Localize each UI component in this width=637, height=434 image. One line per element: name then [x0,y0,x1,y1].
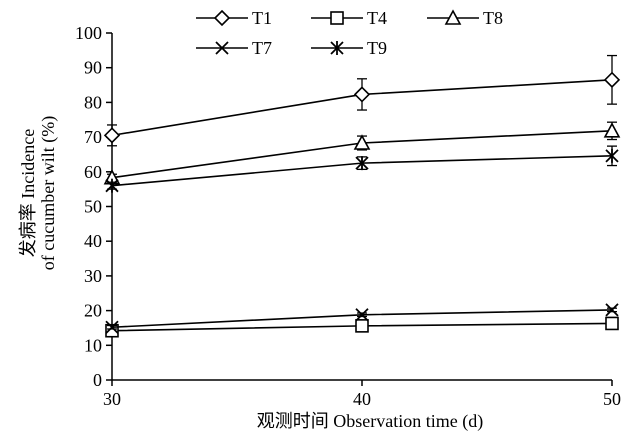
y-tick-label: 20 [84,301,102,321]
y-tick-label: 40 [84,231,102,251]
legend-item-t7-label: T7 [252,38,272,58]
series-t8 [103,121,621,185]
axes: 0 10 20 30 40 50 60 70 80 90 100 30 40 50 [75,23,621,409]
y-tick-label: 100 [75,23,102,43]
series-t9 [105,145,619,193]
legend-item-t8-label: T8 [483,8,503,28]
legend-item-t1: T1 [196,8,272,28]
legend-item-t9-label: T9 [367,38,387,58]
series-t7-point-stroke-2 [605,303,619,317]
series-t8-point [603,122,621,138]
legend-item-t1-label: T1 [252,8,272,28]
y-axis-title-line1: 发病率 Incidence [18,129,38,257]
y-axis-title-line2: of cucumber wilt (%) [38,116,59,270]
legend-item-t7-marker-stroke-2 [215,41,229,55]
legend-item-t1-marker [213,9,231,27]
x-tick-label: 30 [103,389,121,409]
x-axis-title: 观测时间 Observation time (d) [257,411,483,432]
legend-item-t9: T9 [311,38,387,58]
series-t4 [105,316,619,338]
y-tick-label: 90 [84,58,102,78]
legend-item-t9-marker [330,41,344,55]
y-tick-label: 60 [84,162,102,182]
series-t4-point [605,316,619,331]
series-t7-point [605,303,619,317]
series-t9-point [105,178,119,193]
y-tick-label: 70 [84,127,102,147]
series-t8-point [353,134,371,150]
series-t1 [103,54,621,147]
series-t7-point-stroke-2 [355,308,369,322]
series-t7 [105,303,619,334]
series-t4-point [355,319,369,333]
series-t7-point [355,308,369,322]
series-t1-point [103,127,121,144]
legend-item-t7-marker [215,41,229,55]
y-tick-label: 0 [93,370,102,390]
legend-item-t8-marker [444,9,462,25]
series-t9-point [355,156,369,171]
legend: T1 T4 T8 T7 T9 [196,8,503,58]
y-tick-label: 50 [84,197,102,217]
legend-item-t4: T4 [311,8,387,28]
legend-item-t4-label: T4 [367,8,387,28]
x-tick-label: 50 [603,389,621,409]
y-tick-label: 10 [84,335,102,355]
y-axis-title: 发病率 Incidence of cucumber wilt (%) [18,116,59,270]
legend-item-t8: T8 [427,8,503,28]
series-t1-point [603,71,621,88]
legend-item-t7: T7 [196,38,272,58]
legend-item-t4-marker [330,11,344,25]
series-group [103,54,621,338]
series-t7-point [105,320,119,334]
series-t7-point-stroke-2 [105,320,119,334]
series-t1-point [353,86,371,103]
x-tick-label: 40 [353,389,371,409]
series-t9-point [605,148,619,163]
y-tick-label: 30 [84,266,102,286]
y-tick-label: 80 [84,92,102,112]
